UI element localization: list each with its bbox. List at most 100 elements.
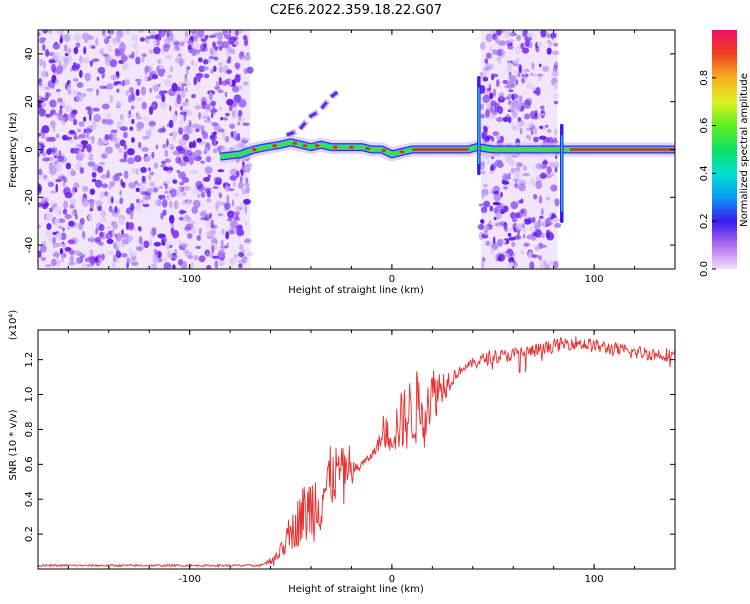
noise-blob	[221, 80, 229, 86]
colorbar-tick-label: 0.4	[699, 165, 710, 181]
noise-blob	[101, 253, 105, 260]
noise-blob	[172, 132, 177, 142]
noise-blob	[523, 165, 527, 171]
noise-blob	[53, 219, 60, 227]
snr-axes: -100 0 100 0.2 0.4 0.6 0.8 1.0 1.2	[24, 330, 676, 585]
noise-blob	[194, 105, 202, 110]
noise-blob	[538, 112, 545, 117]
noise-blob	[224, 202, 231, 210]
noise-blob	[52, 236, 56, 245]
noise-blob	[496, 57, 500, 62]
noise-blob	[234, 105, 238, 114]
noise-blob	[184, 151, 189, 157]
noise-blob	[130, 210, 134, 220]
noise-blob	[41, 197, 49, 205]
noise-blob	[123, 79, 131, 86]
noise-blob	[235, 224, 243, 233]
noise-blob	[196, 235, 201, 241]
noise-blob	[504, 205, 507, 213]
noise-blob	[539, 263, 545, 269]
noise-blob	[233, 179, 236, 188]
noise-blob	[238, 251, 245, 258]
noise-blob	[533, 228, 542, 238]
noise-blob	[546, 47, 552, 55]
noise-blob	[163, 166, 169, 171]
noise-blob	[230, 48, 236, 55]
noise-blob	[143, 240, 150, 249]
noise-blob	[542, 65, 550, 72]
noise-blob	[191, 93, 196, 99]
noise-blob	[518, 179, 527, 185]
noise-blob	[490, 246, 494, 256]
noise-blob	[187, 233, 193, 240]
noise-blob	[538, 135, 547, 140]
noise-blob	[233, 192, 240, 197]
noise-blob	[48, 59, 55, 64]
noise-blob	[61, 175, 66, 181]
noise-blob	[178, 171, 187, 179]
noise-blob	[158, 71, 165, 77]
noise-blob	[534, 113, 538, 117]
noise-blob	[246, 186, 250, 194]
noise-blob	[91, 135, 95, 145]
noise-blob	[197, 30, 205, 38]
noise-blob	[508, 116, 512, 124]
noise-blob	[204, 214, 211, 222]
noise-blob	[183, 125, 190, 135]
noise-blob	[527, 121, 534, 128]
noise-blob	[82, 185, 89, 192]
noise-blob	[40, 101, 47, 108]
noise-blob	[508, 89, 514, 93]
noise-blob	[59, 248, 64, 255]
noise-blob	[495, 254, 498, 262]
noise-blob	[192, 140, 197, 149]
noise-blob	[67, 88, 72, 95]
noise-blob	[213, 56, 219, 61]
noise-blob	[55, 231, 62, 241]
noise-blob	[161, 237, 165, 246]
noise-blob	[513, 183, 519, 189]
noise-blob	[73, 47, 78, 54]
noise-blob	[162, 143, 167, 149]
noise-blob	[111, 262, 116, 268]
noise-blob	[225, 231, 230, 240]
noise-blob	[100, 209, 107, 218]
noise-blob	[138, 141, 142, 149]
noise-blob	[73, 136, 80, 140]
noise-blob	[54, 163, 62, 172]
noise-blob	[56, 30, 65, 35]
noise-blob	[131, 33, 139, 43]
noise-blob	[44, 201, 48, 205]
signal-peak	[302, 144, 308, 148]
noise-blob	[545, 124, 549, 128]
noise-blob	[540, 30, 547, 38]
noise-blob	[38, 202, 44, 208]
noise-blob	[71, 187, 76, 196]
noise-blob	[116, 248, 120, 257]
noise-blob	[72, 89, 76, 97]
noise-blob	[193, 76, 197, 86]
noise-blob	[235, 170, 240, 178]
noise-blob	[243, 38, 249, 47]
noise-blob	[144, 155, 151, 162]
noise-blob	[109, 180, 115, 187]
noise-blob	[53, 67, 56, 75]
noise-blob	[539, 215, 544, 219]
noise-blob	[505, 39, 510, 45]
noise-blob	[64, 214, 72, 220]
noise-blob	[121, 181, 126, 189]
noise-blob	[187, 44, 192, 51]
noise-blob	[135, 183, 142, 187]
noise-blob	[92, 58, 100, 62]
noise-blob	[228, 105, 233, 112]
noise-blob	[160, 257, 167, 263]
snr-xtick-label: -100	[178, 574, 201, 585]
noise-blob	[146, 264, 154, 269]
noise-blob	[241, 255, 248, 262]
noise-blob	[165, 250, 173, 260]
noise-blob	[106, 226, 112, 230]
noise-blob	[48, 136, 56, 142]
noise-blob	[239, 98, 246, 107]
noise-blob	[141, 147, 149, 152]
noise-blob	[220, 245, 225, 251]
